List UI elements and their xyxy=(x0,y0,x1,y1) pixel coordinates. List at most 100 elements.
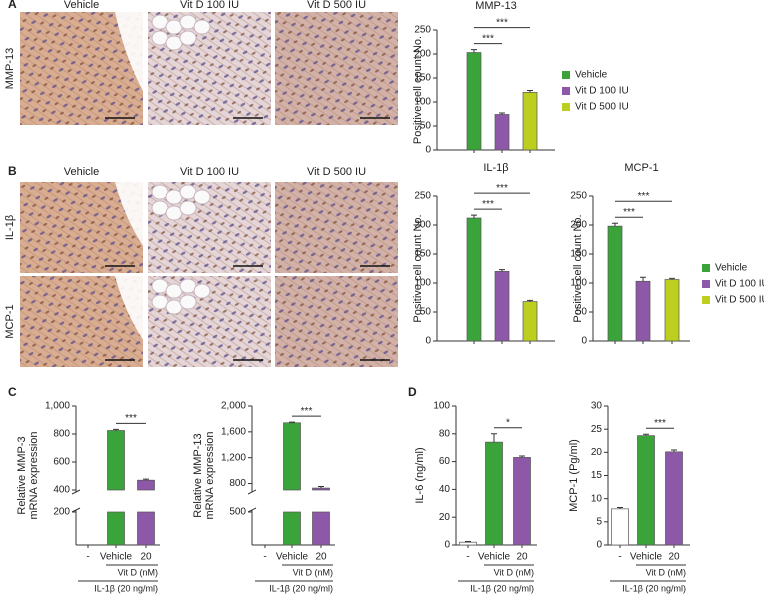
y-tick-label: 1,200 xyxy=(221,452,246,463)
bar xyxy=(513,457,531,546)
y-tick-label: 20 xyxy=(591,447,603,458)
treatment-label: IL-1β (20 ng/ml) xyxy=(470,583,534,593)
error-bar xyxy=(527,89,533,93)
error-bar xyxy=(318,485,324,489)
column-label: Vit D 100 IU xyxy=(180,0,239,11)
error-bar xyxy=(499,269,505,272)
x-tick-label: 20 xyxy=(140,552,152,563)
row-label: MCP-1 xyxy=(4,304,16,338)
column-label: Vit D 500 IU xyxy=(307,166,366,178)
error-bar xyxy=(471,49,477,53)
y-tick-label: 50 xyxy=(420,121,432,132)
error-bar xyxy=(671,449,677,452)
fat-cell xyxy=(179,30,197,46)
column-label: Vit D 100 IU xyxy=(180,166,239,178)
chart-title: IL-1β xyxy=(483,162,508,174)
y-axis-label: Positive cell count No. xyxy=(572,214,584,322)
legend-swatch xyxy=(702,296,710,304)
y-tick-label: 100 xyxy=(570,278,587,289)
legend-label: Vit D 500 IU xyxy=(715,295,764,306)
micrograph-nuclei xyxy=(275,182,398,273)
row-label: MMP-13 xyxy=(4,48,16,90)
fat-cell xyxy=(193,189,211,205)
error-bar xyxy=(527,299,533,302)
y-axis-label: IL-6 (ng/ml) xyxy=(414,447,426,503)
legend-label: Vit D 100 IU xyxy=(715,279,764,290)
axis-break xyxy=(71,507,81,513)
y-axis-label: MCP-1 (Pg/ml) xyxy=(568,439,580,512)
tissue-edge xyxy=(115,276,143,340)
error-bar xyxy=(471,214,477,219)
chart-title: MCP-1 xyxy=(624,162,658,174)
axis-break xyxy=(247,507,257,513)
y-tick-label: 200 xyxy=(570,220,587,231)
error-bar xyxy=(643,433,649,436)
significance-label: *** xyxy=(496,183,508,194)
bar xyxy=(137,479,155,491)
y-tick-label: 0 xyxy=(425,145,431,156)
bar xyxy=(522,301,538,342)
bar xyxy=(312,487,330,491)
bar xyxy=(494,114,510,151)
legend-swatch xyxy=(702,280,710,288)
error-bar xyxy=(612,222,618,227)
x-tick-label: - xyxy=(86,552,89,563)
bar xyxy=(635,280,651,342)
legend-swatch xyxy=(562,71,570,79)
error-bar xyxy=(143,478,149,481)
fat-cell xyxy=(193,19,211,35)
treatment-label: Vit D (nM) xyxy=(494,567,534,577)
x-tick-label: Vehicle xyxy=(630,552,663,563)
micrograph-nuclei xyxy=(275,276,398,367)
bar xyxy=(466,52,482,151)
y-tick-label: 0 xyxy=(596,540,602,551)
y-axis-label: mRNA expression xyxy=(28,431,40,519)
bar xyxy=(459,541,477,546)
significance-label: *** xyxy=(623,207,635,218)
chart-title: MMP-13 xyxy=(475,0,517,12)
y-tick-label: 15 xyxy=(591,470,603,481)
error-bar xyxy=(640,276,646,282)
legend-label: Vehicle xyxy=(575,70,608,81)
x-tick-label: - xyxy=(466,552,469,563)
x-tick-label: - xyxy=(263,552,266,563)
treatment-label: Vit D (nM) xyxy=(646,567,686,577)
bar xyxy=(485,441,503,546)
y-tick-label: 250 xyxy=(414,25,431,36)
y-tick-label: 200 xyxy=(53,507,70,518)
error-bar xyxy=(617,506,623,509)
y-tick-label: 200 xyxy=(414,220,431,231)
bar xyxy=(607,225,623,342)
y-tick-label: 20 xyxy=(439,512,451,523)
y-tick-label: 150 xyxy=(570,249,587,260)
y-tick-label: 0 xyxy=(425,336,431,347)
y-axis-label: mRNA expression xyxy=(204,431,216,519)
legend-swatch xyxy=(562,103,570,111)
y-tick-label: 2,000 xyxy=(221,401,246,412)
x-tick-label: Vehicle xyxy=(100,552,133,563)
bar xyxy=(522,92,538,151)
significance-label: *** xyxy=(482,199,494,210)
micrograph-nuclei xyxy=(275,12,398,125)
bar xyxy=(611,508,629,546)
y-tick-label: 50 xyxy=(576,307,588,318)
error-bar xyxy=(519,455,525,458)
bar-base xyxy=(137,511,155,546)
axis-break xyxy=(71,489,81,495)
y-tick-label: 150 xyxy=(414,249,431,260)
y-tick-label: 10 xyxy=(591,493,603,504)
error-bar xyxy=(491,433,497,443)
tissue-edge xyxy=(115,12,143,92)
y-tick-label: 25 xyxy=(591,424,603,435)
legend-swatch xyxy=(562,87,570,95)
y-tick-label: 100 xyxy=(433,401,450,412)
treatment-label: Vit D (nM) xyxy=(118,567,158,577)
column-label: Vehicle xyxy=(64,166,99,178)
error-bar xyxy=(669,277,675,280)
treatment-label: IL-1β (20 ng/ml) xyxy=(94,583,158,593)
y-tick-label: 800 xyxy=(53,429,70,440)
tissue-edge xyxy=(115,182,143,246)
y-tick-label: 1,600 xyxy=(221,426,246,437)
x-tick-label: - xyxy=(618,552,621,563)
